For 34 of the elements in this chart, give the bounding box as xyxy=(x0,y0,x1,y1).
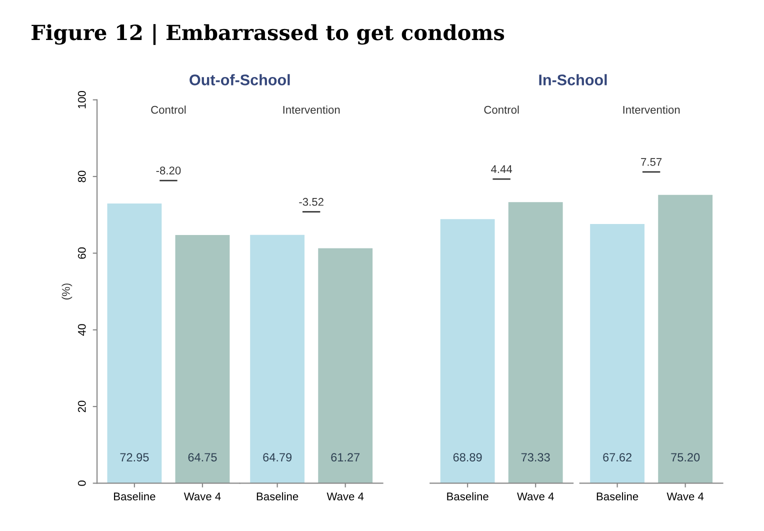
data-label: 75.20 xyxy=(671,453,700,462)
data-label: 61.27 xyxy=(331,453,360,462)
y-tick-label: 80 xyxy=(78,170,86,182)
x-tick-label: Baseline xyxy=(256,492,298,500)
y-tick-label: 100 xyxy=(78,90,86,108)
data-label: 64.75 xyxy=(188,453,217,462)
annotation: 4.44 xyxy=(491,165,512,173)
annotation: -8.20 xyxy=(156,166,181,174)
data-label: 67.62 xyxy=(603,453,632,462)
x-tick-label: Wave 4 xyxy=(666,492,704,500)
y-tick-label: 60 xyxy=(78,247,86,259)
text: In-School xyxy=(539,74,607,86)
data-label: 68.89 xyxy=(453,453,482,462)
x-tick-label: Wave 4 xyxy=(517,492,554,500)
caption: Figure 12 | Embarrassed to get condoms xyxy=(32,24,504,45)
data-label: 64.79 xyxy=(263,453,292,462)
x-tick-label: Baseline xyxy=(596,492,638,500)
chart-title: Intervention xyxy=(283,106,340,114)
y-axis-title: (%) xyxy=(62,284,72,300)
x-tick-label: Baseline xyxy=(447,492,488,500)
data-label: 73.33 xyxy=(521,453,550,462)
annotation: -3.52 xyxy=(299,198,324,206)
text: Out-of-School xyxy=(190,74,290,86)
x-tick-label: Wave 4 xyxy=(184,492,221,500)
x-tick-label: Wave 4 xyxy=(326,492,364,500)
data-label: 72.95 xyxy=(120,453,149,462)
chart-title: Control xyxy=(151,106,186,114)
x-tick-label: Baseline xyxy=(114,492,156,500)
y-tick-label: 0 xyxy=(78,480,86,486)
chart-title: Intervention xyxy=(623,106,680,114)
chart-title: Control xyxy=(484,106,519,114)
y-tick-label: 20 xyxy=(78,400,86,412)
y-tick-label: 40 xyxy=(78,324,86,336)
annotation: 7.57 xyxy=(641,158,662,166)
